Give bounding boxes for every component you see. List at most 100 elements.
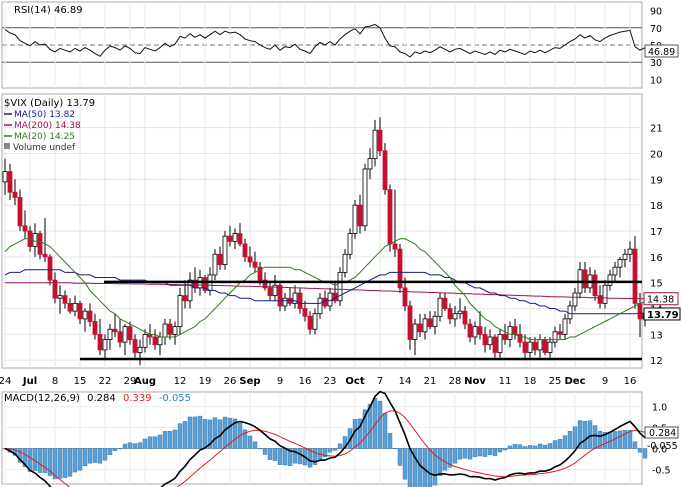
candle bbox=[247, 246, 253, 268]
candle-body-down bbox=[307, 315, 313, 330]
candle bbox=[462, 305, 468, 330]
macd-histogram-bar bbox=[57, 448, 63, 479]
macd-line bbox=[4, 390, 646, 487]
candle bbox=[392, 189, 398, 257]
candle-body-up bbox=[187, 279, 193, 302]
macd-histogram-bar bbox=[447, 448, 453, 468]
candle bbox=[382, 143, 388, 195]
candle-body-up bbox=[137, 346, 143, 353]
macd-histogram-bar bbox=[382, 413, 388, 449]
price-tick-label: 13 bbox=[650, 330, 663, 341]
candle bbox=[552, 326, 558, 348]
macd-badge-1: 0.284 bbox=[649, 428, 676, 439]
macd-histogram-bar bbox=[592, 425, 598, 449]
candle-body-down bbox=[132, 339, 138, 353]
candle-body-up bbox=[607, 274, 613, 286]
macd-histogram-bar bbox=[127, 442, 133, 449]
macd-histogram-bar bbox=[252, 441, 258, 449]
candle-body-up bbox=[2, 171, 8, 183]
date-tick-label: Aug bbox=[134, 376, 156, 387]
candle bbox=[202, 274, 208, 294]
candle-body-down bbox=[7, 171, 13, 193]
macd-histogram-bar bbox=[362, 409, 368, 449]
macd-histogram-bar bbox=[267, 448, 273, 460]
date-tick-label: 24 bbox=[0, 376, 11, 387]
candle-body-down bbox=[637, 302, 643, 320]
candle-body-down bbox=[502, 333, 508, 340]
legend-item: MA(50) 13.82 bbox=[4, 110, 75, 120]
candle bbox=[67, 298, 73, 314]
candle bbox=[517, 324, 523, 348]
macd-badge-box-1 bbox=[644, 426, 679, 439]
candle bbox=[337, 267, 343, 306]
candle bbox=[572, 287, 578, 312]
candle bbox=[522, 334, 528, 361]
macd-histogram-bar bbox=[167, 431, 173, 449]
price-tick-label: 16 bbox=[650, 253, 663, 264]
candle bbox=[622, 249, 628, 268]
candle bbox=[57, 285, 63, 314]
candle-body-down bbox=[522, 341, 528, 353]
candle-body-down bbox=[267, 287, 273, 297]
candle bbox=[107, 324, 113, 350]
candle-body-up bbox=[362, 168, 368, 227]
macd-histogram-bar bbox=[627, 430, 633, 449]
candle bbox=[352, 199, 358, 239]
macd-histogram-bar bbox=[632, 441, 638, 449]
candle bbox=[497, 329, 503, 358]
price-tick-label: 15 bbox=[650, 279, 663, 290]
macd-histogram-bar bbox=[112, 448, 118, 451]
macd-histogram-bar bbox=[77, 448, 83, 471]
candle-body-up bbox=[162, 323, 168, 338]
macd-label: MACD(12,26,9) 0.284 0.339 -0.055 bbox=[4, 393, 191, 404]
candle-body-down bbox=[152, 336, 158, 346]
candle-body-down bbox=[442, 297, 448, 309]
macd-hist-value: -0.055 bbox=[159, 393, 191, 404]
macd-histogram-bar bbox=[392, 448, 398, 450]
macd-histogram-bar bbox=[562, 435, 568, 449]
candle-body-up bbox=[617, 259, 623, 268]
macd-signal-value: 0.339 bbox=[123, 393, 152, 404]
macd-badge-2: -0.055 bbox=[647, 441, 678, 452]
macd-histogram-bar bbox=[92, 448, 98, 463]
macd-histogram-bar bbox=[177, 423, 183, 449]
candle-body-up bbox=[232, 233, 238, 242]
macd-histogram-bar bbox=[122, 443, 128, 449]
ma-price-badge: 14.38 bbox=[643, 292, 679, 306]
rsi-label: RSI(14) 46.89 bbox=[14, 5, 83, 16]
candle bbox=[417, 313, 423, 337]
candle-body-down bbox=[597, 295, 603, 304]
candle-body-up bbox=[157, 336, 163, 346]
candle bbox=[237, 223, 243, 247]
legend-text: MA(200) 14.38 bbox=[14, 121, 81, 131]
candle-body-down bbox=[227, 235, 233, 242]
rsi-tick-label: 10 bbox=[650, 75, 662, 86]
candle bbox=[427, 311, 433, 330]
candle-body-down bbox=[67, 302, 73, 312]
legend-text: $VIX (Daily) 13.79 bbox=[4, 98, 95, 109]
candle-body-down bbox=[512, 326, 518, 335]
macd-histogram-bar bbox=[402, 448, 408, 480]
candle bbox=[582, 262, 588, 294]
candle-body-up bbox=[612, 266, 618, 276]
macd-histogram-bar bbox=[572, 426, 578, 449]
candle bbox=[17, 189, 23, 231]
date-tick-label: 12 bbox=[174, 376, 187, 387]
candle-body-down bbox=[37, 233, 43, 255]
candle bbox=[547, 336, 553, 358]
candle-body-down bbox=[42, 253, 48, 258]
macd-histogram-bar bbox=[242, 429, 248, 449]
macd-tick-label: 0.0 bbox=[652, 444, 667, 455]
candle bbox=[232, 228, 238, 250]
candle-body-down bbox=[397, 248, 403, 289]
macd-histogram-bar bbox=[357, 418, 363, 449]
candle bbox=[412, 318, 418, 356]
macd-histogram-bar bbox=[37, 448, 43, 473]
macd-histogram-bar bbox=[332, 448, 338, 451]
candle-body-down bbox=[62, 295, 68, 304]
macd-histogram-bar bbox=[567, 431, 573, 449]
candle-body-up bbox=[622, 253, 628, 260]
rsi-tick-label: 70 bbox=[650, 24, 662, 35]
macd-histogram-bar bbox=[337, 443, 343, 449]
